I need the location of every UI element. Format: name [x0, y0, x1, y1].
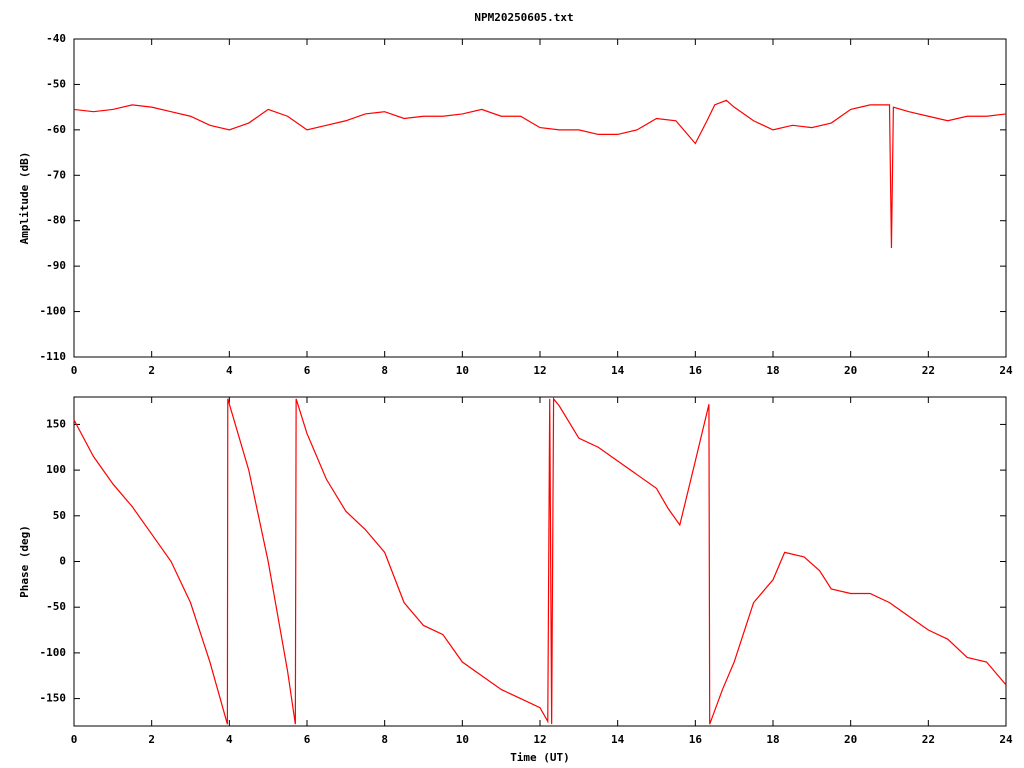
x-tick-label: 14: [611, 364, 625, 377]
x-tick-label: 10: [456, 364, 469, 377]
x-tick-label: 8: [381, 364, 388, 377]
x-tick-label: 20: [844, 733, 857, 746]
x-tick-label: 6: [304, 733, 311, 746]
x-tick-label: 18: [766, 733, 779, 746]
x-tick-label: 24: [999, 733, 1013, 746]
x-tick-label: 14: [611, 733, 625, 746]
y-tick-label: 50: [53, 509, 66, 522]
y-tick-label: -40: [46, 32, 66, 45]
y-tick-label: 150: [46, 417, 66, 430]
y-tick-label: -50: [46, 77, 66, 90]
y-axis-label: Amplitude (dB): [18, 152, 31, 245]
x-tick-label: 0: [71, 364, 78, 377]
plot-frame: [73, 38, 1007, 358]
x-tick-label: 10: [456, 733, 469, 746]
y-tick-label: 100: [46, 463, 66, 476]
y-tick-label: -100: [40, 305, 67, 318]
x-tick-label: 16: [689, 733, 703, 746]
data-line: [73, 99, 1007, 248]
x-tick-label: 12: [533, 733, 546, 746]
x-tick-label: 12: [533, 364, 546, 377]
x-tick-label: 4: [226, 364, 233, 377]
y-axis-label: Phase (deg): [18, 525, 31, 598]
y-tick-label: -60: [46, 123, 66, 136]
x-tick-label: 18: [766, 364, 779, 377]
x-tick-label: 22: [922, 364, 935, 377]
x-tick-label: 0: [71, 733, 78, 746]
x-tick-label: 20: [844, 364, 857, 377]
x-tick-label: 16: [689, 364, 703, 377]
x-tick-label: 8: [381, 733, 388, 746]
x-tick-label: 4: [226, 733, 233, 746]
data-line: [73, 397, 1007, 725]
y-tick-label: -100: [40, 646, 67, 659]
x-axis-label: Time (UT): [510, 751, 570, 764]
y-tick-label: -80: [46, 214, 66, 227]
x-tick-label: 22: [922, 733, 935, 746]
y-tick-label: -110: [40, 350, 67, 363]
y-tick-label: 0: [59, 555, 66, 568]
y-tick-label: -90: [46, 259, 66, 272]
chart-title: NPM20250605.txt: [474, 11, 573, 24]
y-tick-label: -50: [46, 600, 66, 613]
x-tick-label: 6: [304, 364, 311, 377]
x-tick-label: 2: [148, 364, 155, 377]
x-tick-label: 24: [999, 364, 1013, 377]
y-tick-label: -70: [46, 168, 66, 181]
x-tick-label: 2: [148, 733, 155, 746]
y-tick-label: -150: [40, 692, 67, 705]
